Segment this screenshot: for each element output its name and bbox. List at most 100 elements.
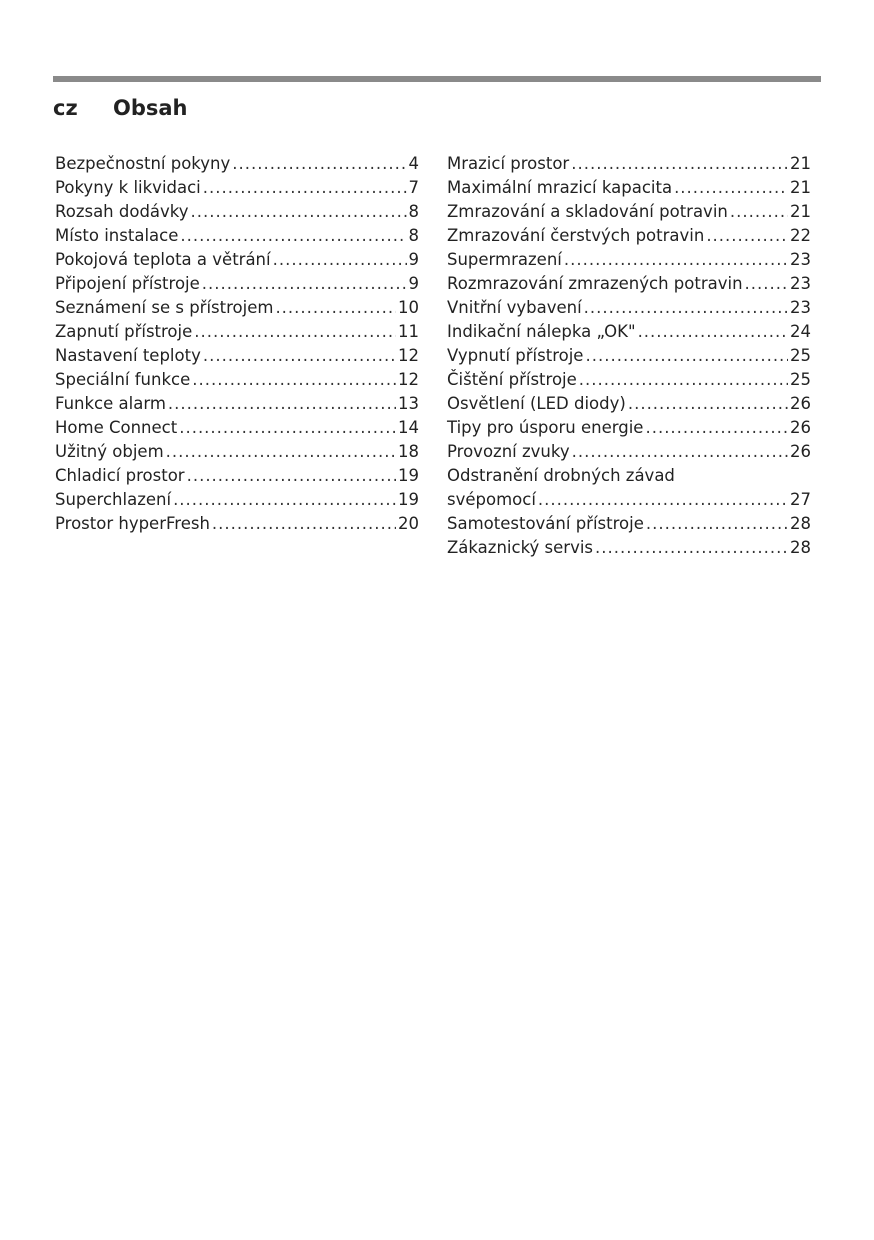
toc-entry[interactable]: Zmrazování čerstvých potravin 22: [447, 224, 811, 248]
toc-entry-title: Prostor hyperFresh: [55, 514, 210, 533]
toc-entry-page: 12: [398, 346, 419, 365]
toc-entry-title: Mrazicí prostor: [447, 154, 570, 173]
toc-entry-page: 21: [790, 202, 811, 221]
toc-entry[interactable]: Pokojová teplota a větrání 9: [55, 248, 419, 272]
toc-entry[interactable]: Superchlazení 19: [55, 488, 419, 512]
toc-entry[interactable]: Chladicí prostor 19: [55, 464, 419, 488]
toc-entry[interactable]: Odstranění drobných závad: [447, 464, 811, 488]
toc-entry[interactable]: Užitný objem 18: [55, 440, 419, 464]
toc-entry[interactable]: Tipy pro úsporu energie 26: [447, 416, 811, 440]
toc-entry-page: 8: [408, 202, 420, 221]
toc-entry-page: 25: [790, 370, 811, 389]
dot-leader: [628, 392, 788, 416]
toc-entry-page: 14: [398, 418, 419, 437]
toc-entry-title: Užitný objem: [55, 442, 164, 461]
toc-entry-page: 21: [790, 154, 811, 173]
toc-entry-title: Tipy pro úsporu energie: [447, 418, 644, 437]
dot-leader: [564, 248, 788, 272]
toc-entry-page: 8: [408, 226, 420, 245]
dot-leader: [168, 392, 396, 416]
toc-entry-title: Seznámení se s přístrojem: [55, 298, 274, 317]
toc-entry-title: Maximální mrazicí kapacita: [447, 178, 673, 197]
toc-entry[interactable]: Speciální funkce 12: [55, 368, 419, 392]
dot-leader: [203, 344, 396, 368]
toc-entry[interactable]: Zmrazování a skladování potravin 21: [447, 200, 811, 224]
toc-entry[interactable]: Zákaznický servis 28: [447, 536, 811, 560]
toc-entry[interactable]: Rozmrazování zmrazených potravin 23: [447, 272, 811, 296]
dot-leader: [538, 488, 788, 512]
toc-entry[interactable]: Indikační nálepka „OK" 24: [447, 320, 811, 344]
dot-leader: [179, 416, 396, 440]
toc-entry-page: 20: [398, 514, 419, 533]
toc-entry-title: Vypnutí přístroje: [447, 346, 584, 365]
toc-entry-page: 24: [790, 322, 811, 341]
toc-entry[interactable]: svépomocí 27: [447, 488, 811, 512]
toc-entry-page: 18: [398, 442, 419, 461]
toc-entry-page: 9: [408, 250, 420, 269]
toc-entry-title: Zmrazování a skladování potravin: [447, 202, 728, 221]
header-rule: [53, 76, 821, 82]
dot-leader: [638, 320, 788, 344]
toc-entry-title: Home Connect: [55, 418, 178, 437]
toc-entry-title: Vnitřní vybavení: [447, 298, 582, 317]
toc-entry-page: 19: [398, 466, 419, 485]
toc-entry[interactable]: Mrazicí prostor 21: [447, 152, 811, 176]
toc-entry-page: 10: [398, 298, 419, 317]
toc-entry-title: Čištění přístroje: [447, 370, 577, 389]
toc-entry[interactable]: Čištění přístroje 25: [447, 368, 811, 392]
toc-entry-page: 21: [790, 178, 811, 197]
toc-entry-title: Provozní zvuky: [447, 442, 570, 461]
dot-leader: [595, 536, 788, 560]
toc-entry-page: 23: [790, 298, 811, 317]
dot-leader: [745, 272, 788, 296]
toc-entry[interactable]: Home Connect 14: [55, 416, 419, 440]
dot-leader: [194, 320, 396, 344]
toc-entry[interactable]: Supermrazení 23: [447, 248, 811, 272]
toc-entry[interactable]: Pokyny k likvidaci 7: [55, 176, 419, 200]
toc-entry-title: Superchlazení: [55, 490, 172, 509]
toc-entry-title: Odstranění drobných závad: [447, 466, 675, 485]
toc-entry-title: Funkce alarm: [55, 394, 166, 413]
toc-entry[interactable]: Osvětlení (LED diody) 26: [447, 392, 811, 416]
toc-entry-title: Rozsah dodávky: [55, 202, 189, 221]
toc-entry-title: Speciální funkce: [55, 370, 191, 389]
toc-entry[interactable]: Bezpečnostní pokyny 4: [55, 152, 419, 176]
toc-entry[interactable]: Místo instalace 8: [55, 224, 419, 248]
toc-entry[interactable]: Seznámení se s přístrojem 10: [55, 296, 419, 320]
toc-entry[interactable]: Maximální mrazicí kapacita 21: [447, 176, 811, 200]
toc-entry-page: 25: [790, 346, 811, 365]
toc-entry-title: Připojení přístroje: [55, 274, 200, 293]
toc-entry-title: Rozmrazování zmrazených potravin: [447, 274, 743, 293]
toc-entry[interactable]: Provozní zvuky 26: [447, 440, 811, 464]
dot-leader: [706, 224, 788, 248]
toc-entry-title: Bezpečnostní pokyny: [55, 154, 231, 173]
toc-entry-title: Supermrazení: [447, 250, 562, 269]
toc-entry[interactable]: Prostor hyperFresh 20: [55, 512, 419, 536]
toc-entry-page: 13: [398, 394, 419, 413]
toc-entry[interactable]: Samotestování přístroje 28: [447, 512, 811, 536]
toc-entry-title: Nastavení teploty: [55, 346, 201, 365]
toc-entry[interactable]: Zapnutí přístroje 11: [55, 320, 419, 344]
toc-entry-title: Indikační nálepka „OK": [447, 322, 636, 341]
toc-entry-page: 4: [408, 154, 420, 173]
toc-entry-page: 27: [790, 490, 811, 509]
dot-leader: [191, 200, 407, 224]
dot-leader: [192, 368, 396, 392]
toc-entry-page: 26: [790, 442, 811, 461]
toc-entry[interactable]: Vypnutí přístroje 25: [447, 344, 811, 368]
toc-entry-page: 23: [790, 274, 811, 293]
toc-entry[interactable]: Rozsah dodávky 8: [55, 200, 419, 224]
dot-leader: [232, 152, 406, 176]
toc-left-column: Bezpečnostní pokyny 4 Pokyny k likvidaci 7 R…: [55, 152, 419, 536]
toc-entry[interactable]: Připojení přístroje 9: [55, 272, 419, 296]
toc-entry[interactable]: Funkce alarm 13: [55, 392, 419, 416]
toc-entry[interactable]: Nastavení teploty 12: [55, 344, 419, 368]
toc-entry-page: 26: [790, 418, 811, 437]
dot-leader: [273, 248, 407, 272]
toc-entry[interactable]: Vnitřní vybavení 23: [447, 296, 811, 320]
toc-entry-title: Chladicí prostor: [55, 466, 185, 485]
dot-leader: [203, 176, 407, 200]
toc-entry-title: svépomocí: [447, 490, 536, 509]
toc-entry-title: Místo instalace: [55, 226, 179, 245]
page-title: Obsah: [113, 96, 188, 120]
